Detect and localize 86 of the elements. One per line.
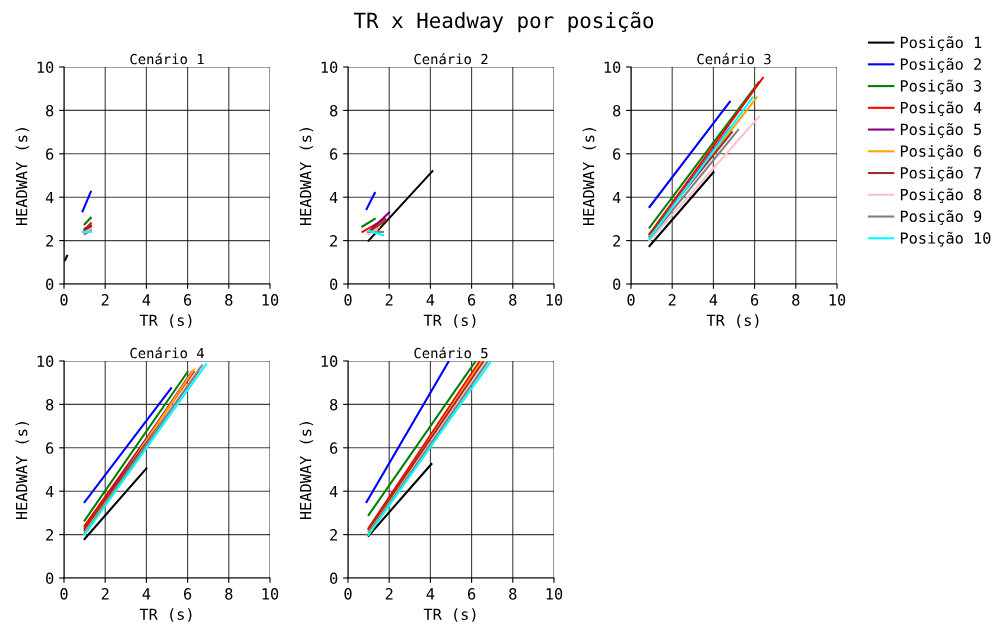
y-tick-label: 6 [330,148,338,160]
legend-label: Posição 8 [900,188,982,204]
y-tick-label: 10 [37,61,54,74]
x-tick-label: 0 [344,588,352,600]
y-tick-label: 2 [46,235,53,247]
y-tick-label: 0 [46,278,54,291]
x-axis-title: TR (s) [423,314,476,328]
chart-title: Cenário 5 [414,347,488,359]
x-tick-label: 8 [509,588,517,600]
x-tick-label: 8 [225,294,233,306]
y-tick-label: 4 [45,485,54,498]
x-axis-title: TR (s) [706,314,759,328]
x-tick-label: 8 [509,294,517,306]
legend-label: Posição 2 [900,57,981,73]
y-tick-label: 4 [329,191,338,204]
y-axis-title: HEADWAY (s) [15,422,30,520]
y-tick-label: 10 [321,61,338,74]
chart-title: Cenário 4 [130,347,204,359]
y-tick-label: 10 [604,61,621,74]
y-tick-label: 2 [613,235,620,247]
x-tick-label: 4 [426,588,435,600]
chart-title: Cenário 3 [697,53,771,65]
x-tick-label: 4 [709,294,718,306]
x-axis-title: TR (s) [139,314,192,328]
y-tick-label: 8 [330,398,338,411]
x-tick-label: 2 [101,588,109,600]
y-tick-label: 4 [612,191,621,204]
x-tick-label: 6 [183,588,192,600]
y-tick-label: 10 [321,355,338,368]
y-tick-label: 2 [330,529,337,541]
y-tick-label: 4 [45,191,54,204]
x-tick-label: 6 [467,294,476,306]
y-tick-label: 6 [330,442,338,454]
y-tick-label: 10 [37,355,54,368]
x-axis-title: TR (s) [423,608,476,622]
x-tick-label: 10 [262,294,279,306]
legend-label: Posição 9 [900,210,982,225]
y-tick-label: 8 [46,398,54,411]
text: TR x Headway por posição [353,11,654,33]
legend-label: Posição 6 [900,144,982,160]
x-tick-label: 2 [668,294,676,306]
x-tick-label: 8 [792,294,800,306]
x-tick-label: 2 [101,294,109,306]
x-tick-label: 0 [344,294,352,306]
y-tick-label: 2 [330,235,337,247]
x-tick-label: 6 [183,294,192,306]
y-tick-label: 8 [46,104,54,117]
legend-label: Posição 5 [900,123,982,138]
y-tick-label: 6 [613,148,621,160]
x-tick-label: 10 [262,588,279,600]
x-tick-label: 4 [142,588,151,600]
y-axis-title: HEADWAY (s) [299,128,314,226]
x-tick-label: 10 [546,294,563,306]
y-tick-label: 4 [329,485,338,498]
x-tick-label: 6 [467,588,476,600]
y-axis-title: HEADWAY (s) [582,128,597,226]
x-tick-label: 4 [142,294,151,306]
y-tick-label: 0 [613,278,621,291]
y-tick-label: 6 [46,442,54,454]
y-axis-title: HEADWAY (s) [15,128,30,226]
y-axis-title: HEADWAY (s) [299,422,314,520]
x-tick-label: 4 [426,294,435,306]
x-tick-label: 10 [546,588,563,600]
legend-label: Posição 7 [900,166,982,182]
y-tick-label: 0 [330,572,338,585]
x-tick-label: 2 [385,294,393,306]
x-tick-label: 10 [829,294,846,306]
chart-title: Cenário 2 [414,53,488,65]
legend-label: Posição 10 [900,231,991,247]
x-tick-label: 2 [385,588,393,600]
x-tick-label: 6 [750,294,759,306]
y-tick-label: 8 [613,104,621,117]
x-tick-label: 0 [60,294,68,306]
x-tick-label: 8 [225,588,233,600]
y-tick-label: 0 [46,572,54,585]
y-tick-label: 6 [46,148,54,160]
y-tick-label: 8 [330,104,338,117]
legend-label: Posição 3 [900,79,982,95]
x-tick-label: 0 [60,588,68,600]
legend-label: Posição 4 [900,101,982,117]
x-tick-label: 0 [627,294,635,306]
y-tick-label: 2 [46,529,53,541]
y-tick-label: 0 [330,278,338,291]
x-axis-title: TR (s) [139,608,192,622]
chart-title: Cenário 1 [130,53,204,65]
legend-label: Posição 1 [900,36,982,51]
